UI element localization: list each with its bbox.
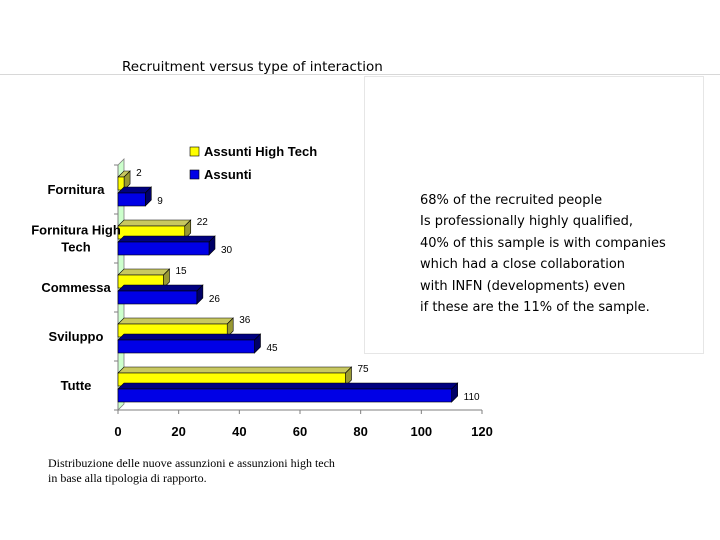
legend-swatch-1 — [189, 169, 200, 180]
legend-swatch-0 — [189, 146, 200, 157]
legend-label-0: Assunti High Tech — [204, 144, 317, 159]
data-label-assunti-1: 30 — [221, 245, 233, 256]
page-title: Recruitment versus type of interaction — [122, 59, 383, 75]
bar-assunti-4 — [117, 388, 452, 403]
category-label-1-1: Tech — [61, 240, 90, 255]
bar-assunti-1-top — [117, 235, 216, 243]
bar-assunti-3 — [117, 339, 255, 354]
category-label-2-0: Commessa — [41, 280, 111, 295]
bar-assunti-3-top — [117, 333, 262, 341]
data-label-assunti-2: 26 — [209, 294, 221, 305]
data-label-hightech-2: 15 — [176, 266, 188, 277]
x-tick-label-40: 40 — [232, 424, 246, 439]
data-label-hightech-1: 22 — [197, 217, 209, 228]
data-label-hightech-4: 75 — [358, 364, 370, 375]
category-label-3-0: Sviluppo — [49, 329, 104, 344]
bar-assunti-2-top — [117, 284, 204, 292]
bar-hightech-2-top — [117, 268, 171, 276]
data-label-assunti-0: 9 — [157, 196, 163, 207]
info-line-3: 40% of this sample is with companies — [420, 236, 666, 251]
x-tick-label-100: 100 — [410, 424, 432, 439]
info-line-5: with INFN (developments) even — [420, 279, 626, 294]
bar-hightech-4-top — [117, 366, 353, 374]
x-tick-label-0: 0 — [114, 424, 121, 439]
caption-line-2: in base alla tipologia di rapporto. — [48, 471, 207, 485]
info-line-2: Is professionally highly qualified, — [420, 214, 633, 229]
data-label-hightech-3: 36 — [239, 315, 251, 326]
category-label-0-0: Fornitura — [47, 182, 105, 197]
category-label-4-0: Tutte — [61, 378, 92, 393]
info-line-1: 68% of the recruited people — [420, 193, 603, 208]
bar-assunti-4-top — [117, 382, 459, 390]
chart-caption: Distribuzione delle nuove assunzioni e a… — [48, 456, 335, 486]
info-line-4: which had a close collaboration — [420, 257, 626, 272]
x-tick-label-20: 20 — [171, 424, 185, 439]
bar-hightech-3-top — [117, 317, 234, 325]
caption-line-1: Distribuzione delle nuove assunzioni e a… — [48, 456, 335, 470]
x-tick-label-120: 120 — [471, 424, 493, 439]
data-label-assunti-3: 45 — [267, 343, 279, 354]
legend-label-1: Assunti — [204, 167, 252, 182]
data-label-assunti-4: 110 — [464, 392, 480, 403]
x-tick-label-60: 60 — [293, 424, 307, 439]
title-divider — [0, 74, 720, 75]
x-tick-label-80: 80 — [353, 424, 367, 439]
info-line-6: if these are the 11% of the sample. — [420, 300, 650, 315]
bar-hightech-1-top — [117, 219, 192, 227]
bar-assunti-2 — [117, 290, 198, 305]
category-label-1-0: Fornitura High — [31, 223, 121, 238]
data-label-hightech-0: 2 — [136, 168, 142, 179]
bar-assunti-0 — [117, 192, 146, 207]
bar-assunti-1 — [117, 241, 210, 256]
info-box — [364, 76, 704, 354]
